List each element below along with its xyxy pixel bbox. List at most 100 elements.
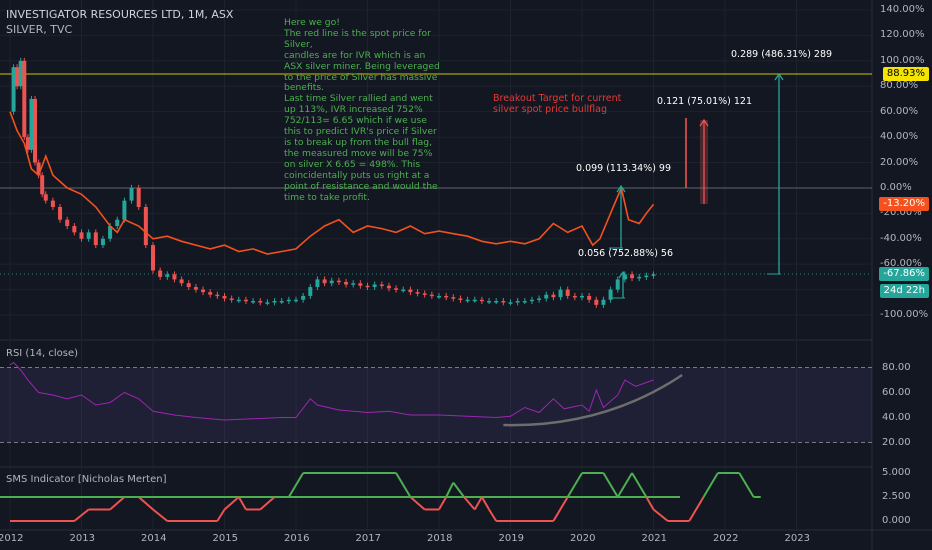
ivr-candle <box>372 284 377 288</box>
ivr-candle <box>72 226 77 233</box>
rsi-tick-label: 20.00 <box>882 436 911 448</box>
ivr-candle <box>587 295 592 300</box>
sms-segment <box>138 496 154 511</box>
ivr-candle <box>315 279 320 288</box>
sms-segment <box>688 496 705 522</box>
ivr-candle <box>458 298 463 300</box>
ivr-candle <box>25 137 30 150</box>
sms-segment <box>259 496 276 511</box>
ivr-candle <box>265 302 270 304</box>
sms-segment <box>463 496 476 511</box>
ivr-candle <box>236 299 241 302</box>
ivr-candle <box>100 238 105 246</box>
ivr-candle <box>36 162 41 176</box>
ivr-candle <box>193 287 198 290</box>
sms-segment <box>109 496 126 511</box>
resistance-tag: 88.93% <box>882 67 929 81</box>
ivr-candle <box>572 295 577 298</box>
breakout-target-note: Breakout Target for current silver spot … <box>493 93 622 115</box>
ivr-candle <box>50 200 55 207</box>
ivr-candle <box>136 187 141 207</box>
ivr-candle <box>379 284 384 286</box>
ivr-candle <box>86 232 91 239</box>
ivr-candle <box>158 270 163 277</box>
sms-segment <box>702 472 719 498</box>
sms-segment <box>552 496 569 522</box>
price-tick-label: 100.00% <box>880 54 925 66</box>
price-tick-label: 0.00% <box>880 181 912 193</box>
ivr-candle <box>365 285 370 288</box>
ivr-candle <box>544 294 549 299</box>
sms-segment <box>631 472 648 498</box>
price-tick-label: -20.00% <box>880 207 922 219</box>
price-tick-label: 140.00% <box>880 4 925 15</box>
sms-tick-label: 5.000 <box>882 467 911 478</box>
time-tick-label: 2015 <box>212 533 238 544</box>
ivr-candle <box>229 298 234 300</box>
ivr-candle <box>336 280 341 283</box>
sms-segment <box>73 508 90 522</box>
price-tick-label: -60.00% <box>880 258 922 270</box>
sms-tick-label: 2.500 <box>882 491 911 502</box>
time-tick-label: 2012 <box>0 533 24 544</box>
ivr-candle <box>558 289 563 298</box>
ivr-candle <box>308 287 313 296</box>
measure-silver-rally-head <box>616 184 626 193</box>
sms-segment <box>738 472 755 498</box>
ivr-candle <box>279 301 284 303</box>
ivr-candle <box>40 175 45 195</box>
sms-segment <box>602 472 619 498</box>
time-tick-label: 2014 <box>141 533 167 544</box>
ivr-candle <box>65 219 70 227</box>
ivr-candle <box>465 299 470 302</box>
sms-segment <box>445 482 455 498</box>
analysis-note: Here we go! The red line is the spot pri… <box>284 17 440 203</box>
rsi-band <box>0 367 872 443</box>
price-tick-label: -100.00% <box>880 309 929 320</box>
ivr-candle <box>165 274 170 277</box>
time-tick-label: 2013 <box>69 533 95 544</box>
time-tick-label: 2022 <box>713 533 739 544</box>
measure-silver-target-head <box>699 118 709 127</box>
ivr-candle <box>93 232 98 246</box>
ivr-candle <box>487 301 492 303</box>
ivr-candle <box>258 301 263 303</box>
time-tick-label: 2017 <box>355 533 381 544</box>
time-tick-label: 2018 <box>427 533 453 544</box>
rsi-tick-label: 60.00 <box>882 386 911 398</box>
ivr-candle <box>408 289 413 293</box>
ivr-candle <box>201 289 206 293</box>
price-tick-label: 80.00% <box>880 80 919 92</box>
ivr-candle <box>322 279 327 284</box>
ivr-candle <box>522 301 527 303</box>
ivr-candle <box>115 219 120 227</box>
ivr-candle <box>615 279 620 290</box>
rsi-trend-arc <box>503 373 683 427</box>
price-tick-label: 60.00% <box>880 105 919 117</box>
ivr-candle <box>251 301 256 303</box>
sms-segment <box>616 472 633 498</box>
ivr-candle <box>208 292 213 295</box>
ivr-candle <box>479 299 484 302</box>
sms-segment <box>652 508 669 522</box>
ivr-candle <box>151 245 155 271</box>
ivr-candle <box>143 206 148 246</box>
countdown-tag: 24d 22h <box>879 284 929 298</box>
sms-segment <box>438 496 448 510</box>
ivr-candle <box>580 295 584 298</box>
measure-ivr-target-head <box>774 72 784 81</box>
ivr-candle <box>515 301 520 303</box>
ivr-price-tag: -67.86% <box>879 267 929 281</box>
ivr-candle <box>594 299 599 305</box>
sms-segment <box>481 496 490 510</box>
ivr-candle <box>622 274 627 280</box>
ivr-candle <box>186 283 191 288</box>
measure-label-silver-target: 0.121 (75.01%) 121 <box>657 96 753 107</box>
ivr-candle <box>551 294 556 298</box>
sms-segment <box>216 508 226 522</box>
time-tick-label: 2016 <box>284 533 310 544</box>
ivr-candle <box>472 299 477 302</box>
price-tick-label: 20.00% <box>880 156 919 168</box>
ivr-candle <box>108 226 113 239</box>
